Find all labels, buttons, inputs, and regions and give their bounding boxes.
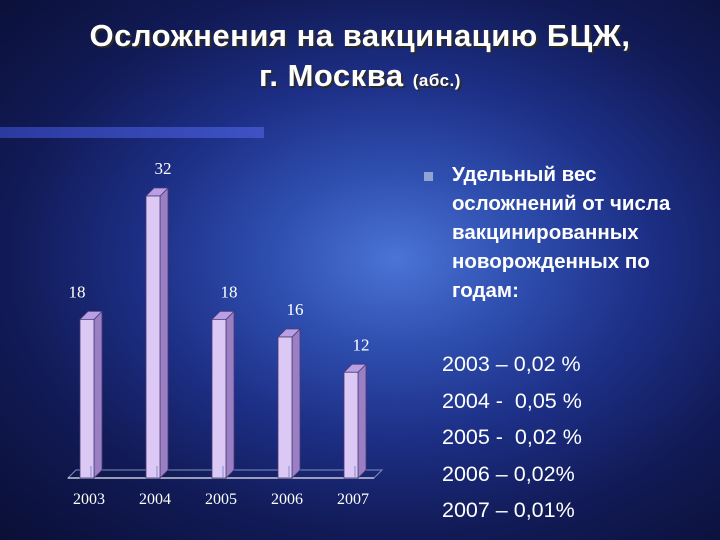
bar-side xyxy=(357,363,367,479)
data-label: 32 xyxy=(155,159,172,178)
stat-line: 2006 – 0,02% xyxy=(442,461,575,486)
stat-line: 2005 - 0,02 % xyxy=(442,425,582,449)
title-units: (абс.) xyxy=(412,71,461,90)
title-city: г. Москва xyxy=(259,58,413,93)
data-label: 18 xyxy=(221,282,238,301)
x-tick-label: 2005 xyxy=(205,491,237,508)
x-tick-label: 2007 xyxy=(337,491,369,508)
bullet-square-icon xyxy=(424,172,433,181)
bar xyxy=(211,318,227,479)
stat-line: 2004 - 0,05 % xyxy=(442,388,582,413)
x-tick-label: 2004 xyxy=(139,491,171,508)
slide-title-line2: г. Москва (абс.) xyxy=(0,58,720,94)
bar-chart: 18 2003 32 2004 18 2005 16 2006 12 2007 xyxy=(66,159,384,508)
accent-bar xyxy=(0,127,264,138)
data-label: 18 xyxy=(69,282,86,301)
bar xyxy=(343,371,359,479)
stat-line: 2003 – 0,02 % xyxy=(442,352,581,376)
bar-side xyxy=(93,310,103,479)
data-label: 16 xyxy=(287,300,304,319)
bar-side xyxy=(159,187,169,479)
note-text: Удельный вес осложнений от числа вакцини… xyxy=(452,163,671,302)
bar-side xyxy=(291,328,301,479)
x-tick-label: 2003 xyxy=(73,491,105,508)
data-label: 12 xyxy=(353,335,370,354)
slide-title-line1: Осложнения на вакцинацию БЦЖ, xyxy=(89,18,631,53)
stat-line: 2007 – 0,01% xyxy=(442,498,575,522)
bar xyxy=(277,336,293,479)
stats-list: 2003 – 0,02 % 2004 - 0,05 % 2005 - 0,02 … xyxy=(442,346,702,529)
bar xyxy=(145,195,161,479)
x-tick-label: 2006 xyxy=(271,491,303,508)
bar xyxy=(79,318,95,479)
bar-side xyxy=(225,310,235,479)
